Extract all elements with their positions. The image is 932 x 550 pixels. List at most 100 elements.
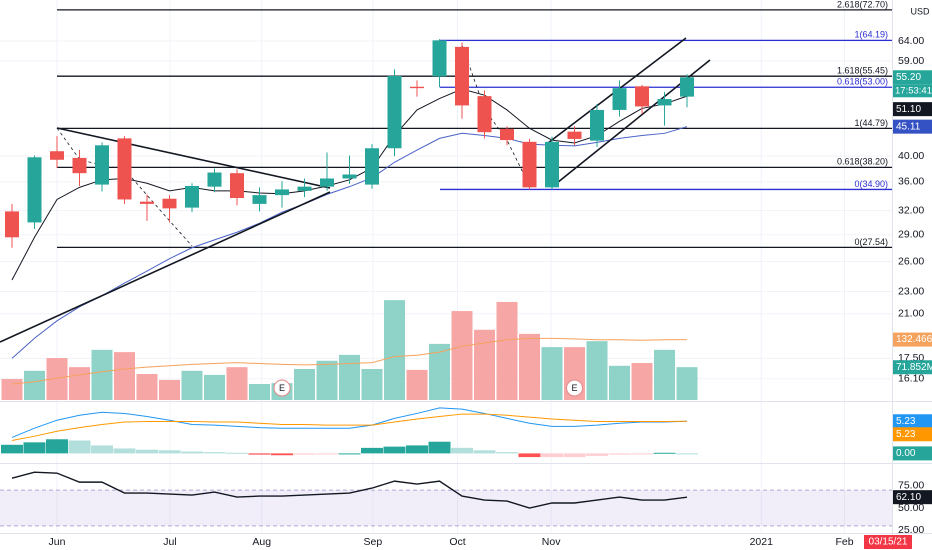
volume-bar — [631, 363, 653, 400]
cursor-date-tag — [864, 535, 912, 549]
axis-layer: Jun Jul Aug Sep Oct Nov 2021 Feb 64.00 59.00 40.00… — [49, 35, 932, 549]
rsi-band — [0, 490, 892, 526]
y-tick-label: 25.00 — [898, 524, 924, 536]
volume-bar — [249, 384, 271, 400]
moving-average — [11, 126, 688, 359]
candle-body — [320, 178, 335, 187]
macd-histogram-bar — [135, 449, 158, 454]
candle-layer — [4, 39, 695, 248]
earnings-label: E — [279, 383, 285, 393]
price-tag — [893, 490, 932, 505]
macd-histogram-bar — [23, 442, 46, 454]
macd-histogram-bar — [338, 453, 361, 455]
macd-histogram-bar — [180, 451, 203, 454]
candle-body — [680, 77, 695, 97]
macd-histogram-bar — [271, 453, 294, 456]
cursor-date: 03/15/21 — [869, 537, 908, 548]
y-tick-label: 59.00 — [898, 55, 924, 67]
y-tick-label: 29.00 — [898, 229, 924, 241]
volume-bar — [181, 370, 203, 400]
candle-body — [522, 141, 537, 188]
candle-body — [27, 157, 42, 223]
y-tick-label: 75.00 — [898, 479, 924, 491]
x-tick-label: Jul — [163, 536, 176, 548]
candle-body — [545, 141, 560, 188]
volume-bar — [676, 367, 698, 400]
macd-histogram-bar — [113, 448, 136, 454]
earnings-label: E — [572, 383, 578, 393]
price-tag-label: 0.00 — [896, 448, 916, 459]
volume-bar — [361, 368, 383, 400]
trendline — [0, 191, 331, 343]
volume-bar — [158, 379, 180, 400]
y-tick-label: 40.00 — [898, 150, 924, 162]
macd-histogram-bar — [293, 453, 316, 455]
volume-bar — [339, 354, 361, 400]
price-tag — [893, 414, 932, 429]
macd-histogram-bar — [203, 452, 226, 454]
currency: USD — [910, 6, 930, 16]
x-tick-label: Sep — [364, 536, 383, 548]
volume-bar — [654, 349, 676, 400]
candle-body — [612, 88, 627, 110]
macd-histogram-bar — [473, 450, 496, 454]
candle-body — [410, 86, 425, 89]
macd-histogram-bar — [451, 447, 474, 454]
y-tick-label: 21.00 — [898, 308, 924, 320]
price-tag — [893, 102, 932, 117]
price-tag-label: 51.10 — [896, 104, 921, 115]
earnings-marker — [273, 379, 291, 397]
macd-histogram-bar — [541, 453, 564, 458]
candle-body — [500, 128, 515, 141]
candle-body — [49, 151, 64, 160]
volume-bar — [541, 347, 563, 400]
volume-bar — [586, 341, 608, 400]
price-tag-label: 45.11 — [896, 121, 921, 132]
price-tag — [893, 119, 932, 134]
macd-histogram-bar — [158, 450, 181, 454]
candle-body — [275, 189, 290, 196]
price-tag-label: 5.23 — [896, 429, 916, 440]
x-tick-label: Oct — [449, 536, 465, 548]
volume-bar — [406, 369, 428, 400]
price-tag-label: 62.10 — [896, 492, 921, 503]
macd-histogram-bar — [361, 447, 384, 454]
price-tag — [893, 427, 932, 442]
x-tick-label: Aug — [252, 536, 271, 548]
trendline — [56, 127, 331, 189]
price-tag — [893, 332, 932, 347]
volume-bar — [91, 349, 113, 400]
volume-bar — [384, 300, 406, 400]
macd-histogram-bar — [631, 453, 654, 455]
candle-body — [387, 75, 402, 149]
macd-histogram-bar — [428, 441, 451, 454]
candle-body — [432, 40, 447, 77]
macd-histogram-bar — [518, 453, 541, 458]
price-tag-label: 5.23 — [896, 416, 916, 427]
macd-histogram-bar — [248, 453, 271, 455]
volume-ma — [11, 337, 688, 385]
macd-histogram-bar — [676, 453, 699, 455]
volume-bar — [226, 367, 248, 400]
zigzag — [461, 44, 531, 188]
candle-body — [72, 157, 87, 174]
y-tick-label: 36.00 — [898, 176, 924, 188]
candle-body — [207, 172, 222, 187]
candle-body — [365, 148, 380, 185]
macd-histogram-bar — [226, 452, 249, 454]
candle-body — [342, 174, 357, 179]
price-tag-label: 132.466M — [896, 334, 932, 345]
fib-label: 0.618(53.00) — [837, 77, 888, 87]
macd-histogram-bar — [496, 452, 519, 454]
candle-body — [477, 96, 492, 133]
candle-body — [162, 198, 177, 209]
y-tick-label: 23.00 — [898, 285, 924, 297]
macd-histogram-bar — [586, 453, 609, 456]
fib-label: 1(44.79) — [854, 118, 888, 128]
fib-label: 0.618(38.20) — [837, 157, 888, 167]
x-tick-label: Feb — [835, 536, 853, 548]
volume-bar — [113, 352, 135, 400]
macd-histogram-bar — [90, 445, 113, 454]
fib-label: 0(27.54) — [854, 237, 888, 247]
